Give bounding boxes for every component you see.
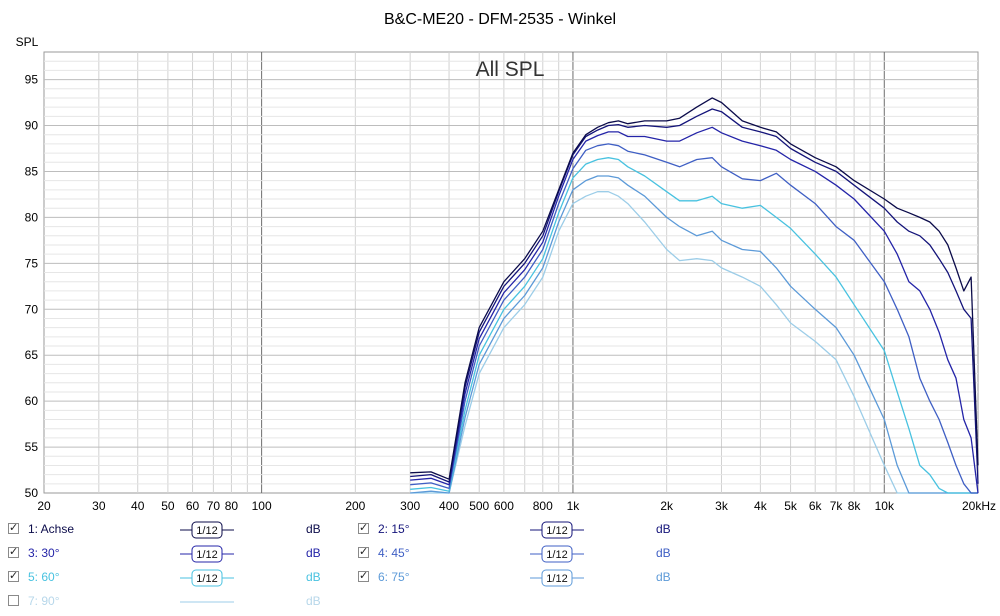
smoothing-box	[541, 521, 573, 539]
legend-label: 3: 30°	[28, 546, 60, 560]
y-tick-label: 55	[25, 440, 39, 454]
legend-checkbox[interactable]: ✓	[8, 522, 19, 534]
x-tick-label: 5k	[784, 499, 798, 513]
legend-item: ✓ 2: 15° 1/12 dB	[358, 520, 698, 540]
x-tick-label: 80	[225, 499, 239, 513]
x-tick-labels: 20 30 40 50 60 70 80 100 200 300 400 500 600 800 1k 2k 3…	[37, 499, 996, 513]
legend-label: 4: 45°	[378, 546, 410, 560]
x-tick-label: 30	[92, 499, 106, 513]
legend-unit: dB	[656, 522, 671, 536]
smoothing-box	[191, 521, 223, 539]
smoothing-label: 1/12	[196, 549, 217, 561]
x-tick-label: 800	[533, 499, 553, 513]
legend-swatch	[180, 601, 234, 603]
series-line-2	[410, 108, 979, 484]
legend-swatch: 1/12	[530, 569, 584, 587]
smoothing-label: 1/12	[546, 549, 567, 561]
legend-item: ✓ 6: 75° 1/12 dB	[358, 568, 698, 588]
series-line-3	[410, 126, 979, 494]
x-tick-label: 600	[494, 499, 514, 513]
y-tick-label: 80	[25, 210, 39, 224]
y-axis-label: SPL	[16, 35, 39, 49]
series-line-1	[410, 97, 979, 480]
legend-label: 2: 15°	[378, 522, 410, 536]
legend-checkbox[interactable]: ✓	[358, 546, 369, 558]
legend-unit: dB	[656, 570, 671, 584]
x-tick-label: 70	[207, 499, 221, 513]
y-tick-label: 75	[25, 256, 39, 270]
x-tick-label: 20kHz	[962, 499, 996, 513]
smoothing-label: 1/12	[196, 525, 217, 537]
legend-checkbox[interactable]	[8, 595, 19, 606]
y-tick-label: 70	[25, 302, 39, 316]
x-tick-label: 100	[252, 499, 272, 513]
legend-label: 6: 75°	[378, 570, 410, 584]
legend-checkbox[interactable]: ✓	[358, 522, 369, 534]
x-tick-label: 10k	[875, 499, 895, 513]
legend-item: ✓ 3: 30° 1/12 dB	[8, 544, 348, 564]
legend-item: ✓ 1: Achse 1/12 dB	[8, 520, 348, 540]
x-tick-label: 2k	[660, 499, 674, 513]
x-tick-label: 200	[345, 499, 365, 513]
x-tick-label: 60	[186, 499, 200, 513]
legend-checkbox[interactable]: ✓	[358, 570, 369, 582]
grid-lines	[44, 52, 978, 493]
x-tick-label: 300	[400, 499, 420, 513]
plot-label: All SPL	[476, 58, 545, 81]
legend-unit: dB	[656, 546, 671, 560]
x-tick-label: 7k	[830, 499, 844, 513]
x-tick-label: 3k	[715, 499, 729, 513]
smoothing-box	[191, 569, 223, 587]
x-tick-label: 20	[37, 499, 51, 513]
legend-unit: dB	[306, 570, 321, 584]
x-tick-label: 8k	[848, 499, 862, 513]
y-tick-label: 65	[25, 348, 39, 362]
legend-swatch: 1/12	[530, 521, 584, 539]
smoothing-box	[541, 569, 573, 587]
x-tick-label: 400	[439, 499, 459, 513]
chart-title: B&C-ME20 - DFM-2535 - Winkel	[384, 11, 616, 28]
smoothing-box	[191, 545, 223, 563]
legend-swatch: 1/12	[180, 545, 234, 563]
y-tick-label: 90	[25, 119, 39, 133]
legend-unit: dB	[306, 594, 321, 608]
legend-item: ✓ 4: 45° 1/12 dB	[358, 544, 698, 564]
x-tick-label: 50	[161, 499, 175, 513]
x-tick-label: 6k	[809, 499, 823, 513]
legend-swatch: 1/12	[180, 569, 234, 587]
smoothing-label: 1/12	[546, 573, 567, 585]
legend-unit: dB	[306, 522, 321, 536]
series-line-4	[410, 143, 978, 494]
y-tick-labels: 50 55 60 65 70 75 80 85 90 95	[25, 73, 39, 500]
legend-checkbox[interactable]: ✓	[8, 570, 19, 582]
legend-swatch: 1/12	[180, 521, 234, 539]
legend-item: 7: 90° dB	[8, 592, 348, 612]
legend-checkbox[interactable]: ✓	[8, 546, 19, 558]
x-tick-label: 500	[469, 499, 489, 513]
x-tick-label: 1k	[567, 499, 581, 513]
y-tick-label: 95	[25, 73, 39, 87]
legend-unit: dB	[306, 546, 321, 560]
series-lines	[410, 97, 979, 494]
legend-label: 1: Achse	[28, 522, 75, 536]
legend-item: ✓ 5: 60° 1/12 dB	[8, 568, 348, 588]
y-tick-label: 85	[25, 164, 39, 178]
smoothing-box	[541, 545, 573, 563]
smoothing-label: 1/12	[546, 525, 567, 537]
x-tick-label: 40	[131, 499, 145, 513]
series-line-5	[410, 157, 978, 494]
x-tick-label: 4k	[754, 499, 768, 513]
y-tick-label: 60	[25, 394, 39, 408]
legend-swatch: 1/12	[530, 545, 584, 563]
legend-label: 5: 60°	[28, 570, 60, 584]
legend-label: 7: 90°	[28, 594, 60, 608]
smoothing-label: 1/12	[196, 573, 217, 585]
series-line-6	[410, 175, 978, 494]
y-tick-label: 50	[25, 486, 39, 500]
